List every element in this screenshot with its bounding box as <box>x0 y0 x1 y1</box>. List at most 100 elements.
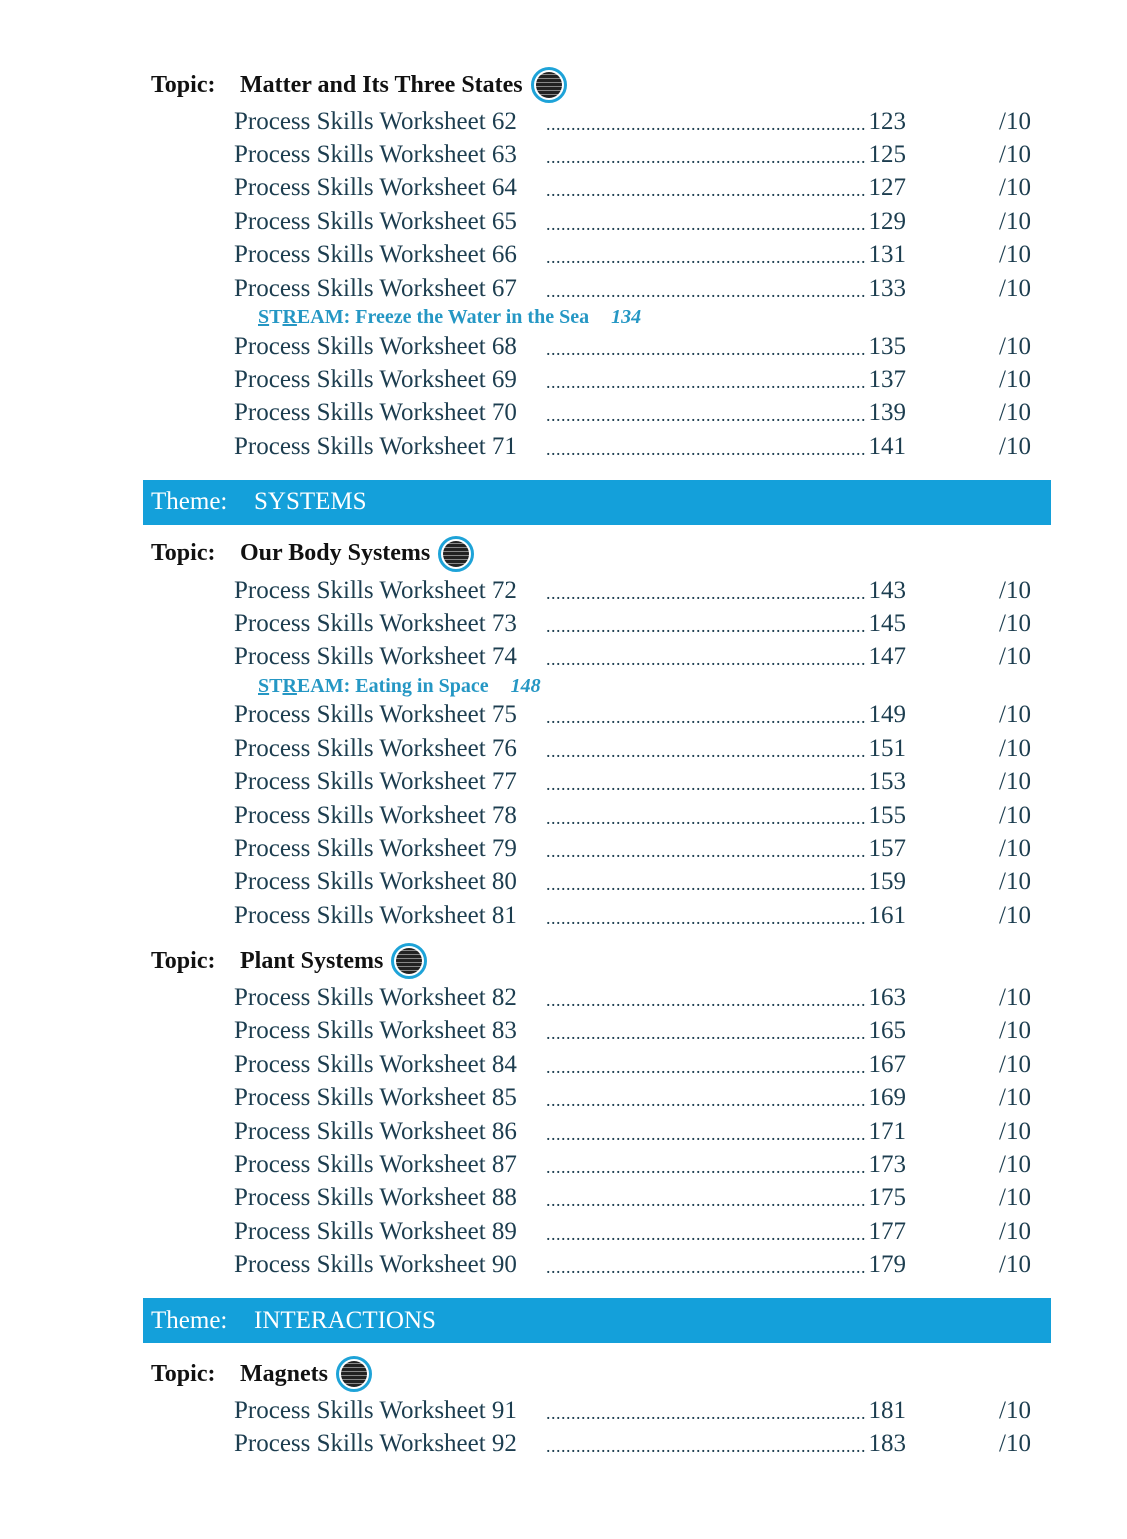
theme-label: Theme: <box>151 488 228 516</box>
page-number: 177 <box>868 1217 907 1245</box>
worksheet-entry[interactable]: Process Skills Worksheet 67.............… <box>234 272 1127 305</box>
score-field[interactable]: /10 <box>999 901 1031 929</box>
topic-heading: Topic: Plant Systems <box>151 941 1127 981</box>
dot-leader: ........................................… <box>546 338 866 359</box>
worksheet-entry[interactable]: Process Skills Worksheet 84.............… <box>234 1048 1127 1081</box>
worksheet-entry[interactable]: Process Skills Worksheet 92.............… <box>234 1428 1127 1461</box>
score-field[interactable]: /10 <box>999 174 1031 202</box>
page-number: 165 <box>868 1017 907 1045</box>
worksheet-entry[interactable]: Process Skills Worksheet 69.............… <box>234 363 1127 396</box>
page-number: 133 <box>868 274 907 302</box>
worksheet-entry[interactable]: Process Skills Worksheet 91.............… <box>234 1394 1127 1427</box>
score-field[interactable]: /10 <box>999 1117 1031 1145</box>
page-number: 173 <box>868 1151 907 1179</box>
worksheet-entry[interactable]: Process Skills Worksheet 89.............… <box>234 1215 1127 1248</box>
score-field[interactable]: /10 <box>999 1396 1031 1424</box>
score-field[interactable]: /10 <box>999 734 1031 762</box>
worksheet-badge-icon <box>335 1356 372 1393</box>
dot-leader: ........................................… <box>546 1157 866 1178</box>
score-field[interactable]: /10 <box>999 241 1031 269</box>
score-field[interactable]: /10 <box>999 1251 1031 1279</box>
worksheet-entry[interactable]: Process Skills Worksheet 76.............… <box>234 732 1127 765</box>
worksheet-entry[interactable]: Process Skills Worksheet 86.............… <box>234 1115 1127 1148</box>
worksheet-entry[interactable]: Process Skills Worksheet 74.............… <box>234 641 1127 674</box>
score-field[interactable]: /10 <box>999 1084 1031 1112</box>
score-field[interactable]: /10 <box>999 332 1031 360</box>
worksheet-name: Process Skills Worksheet 70 <box>234 399 517 427</box>
worksheet-name: Process Skills Worksheet 76 <box>234 734 517 762</box>
worksheet-name: Process Skills Worksheet 71 <box>234 432 517 460</box>
score-field[interactable]: /10 <box>999 701 1031 729</box>
topic-label: Topic: <box>151 1360 216 1387</box>
page-number: 147 <box>868 643 907 671</box>
page-number: 163 <box>868 984 907 1012</box>
worksheet-entry[interactable]: Process Skills Worksheet 80.............… <box>234 866 1127 899</box>
score-field[interactable]: /10 <box>999 274 1031 302</box>
page-number: 175 <box>868 1184 907 1212</box>
score-field[interactable]: /10 <box>999 834 1031 862</box>
worksheet-entry[interactable]: Process Skills Worksheet 70.............… <box>234 397 1127 430</box>
worksheet-entry[interactable]: Process Skills Worksheet 66.............… <box>234 239 1127 272</box>
score-field[interactable]: /10 <box>999 801 1031 829</box>
worksheet-entry[interactable]: Process Skills Worksheet 88.............… <box>234 1182 1127 1215</box>
stream-t: T <box>269 674 283 697</box>
score-field[interactable]: /10 <box>999 432 1031 460</box>
dot-leader: ........................................… <box>546 1402 866 1423</box>
worksheet-entry[interactable]: Process Skills Worksheet 63.............… <box>234 138 1127 171</box>
worksheet-entry[interactable]: Process Skills Worksheet 81.............… <box>234 899 1127 932</box>
worksheet-entry[interactable]: Process Skills Worksheet 77.............… <box>234 765 1127 798</box>
worksheet-entry[interactable]: Process Skills Worksheet 64.............… <box>234 172 1127 205</box>
stream-activity[interactable]: S T R EAM: Eating in Space 148 <box>258 674 1127 699</box>
worksheet-entry[interactable]: Process Skills Worksheet 85.............… <box>234 1082 1127 1115</box>
score-field[interactable]: /10 <box>999 609 1031 637</box>
worksheet-name: Process Skills Worksheet 90 <box>234 1251 517 1279</box>
score-field[interactable]: /10 <box>999 1184 1031 1212</box>
stream-activity[interactable]: S T R EAM: Freeze the Water in the Sea 134 <box>258 305 1127 330</box>
worksheet-name: Process Skills Worksheet 84 <box>234 1050 517 1078</box>
worksheet-name: Process Skills Worksheet 92 <box>234 1430 517 1458</box>
score-field[interactable]: /10 <box>999 1017 1031 1045</box>
worksheet-entry[interactable]: Process Skills Worksheet 82.............… <box>234 981 1127 1014</box>
worksheet-name: Process Skills Worksheet 86 <box>234 1117 517 1145</box>
score-field[interactable]: /10 <box>999 207 1031 235</box>
page-number: 167 <box>868 1050 907 1078</box>
dot-leader: ........................................… <box>546 1223 866 1244</box>
worksheet-entry[interactable]: Process Skills Worksheet 79.............… <box>234 832 1127 865</box>
dot-leader: ........................................… <box>546 113 866 134</box>
score-field[interactable]: /10 <box>999 1050 1031 1078</box>
stream-page: 134 <box>611 306 642 329</box>
worksheet-entry[interactable]: Process Skills Worksheet 62.............… <box>234 105 1127 138</box>
topic-label: Topic: <box>151 71 216 98</box>
worksheet-entry[interactable]: Process Skills Worksheet 83.............… <box>234 1015 1127 1048</box>
score-field[interactable]: /10 <box>999 576 1031 604</box>
worksheet-entry[interactable]: Process Skills Worksheet 87.............… <box>234 1148 1127 1181</box>
worksheet-name: Process Skills Worksheet 66 <box>234 241 517 269</box>
score-field[interactable]: /10 <box>999 768 1031 796</box>
worksheet-entry[interactable]: Process Skills Worksheet 78.............… <box>234 799 1127 832</box>
worksheet-entry[interactable]: Process Skills Worksheet 68.............… <box>234 330 1127 363</box>
score-field[interactable]: /10 <box>999 399 1031 427</box>
worksheet-entry[interactable]: Process Skills Worksheet 71.............… <box>234 430 1127 463</box>
score-field[interactable]: /10 <box>999 366 1031 394</box>
worksheet-entry[interactable]: Process Skills Worksheet 72.............… <box>234 574 1127 607</box>
score-field[interactable]: /10 <box>999 1217 1031 1245</box>
score-field[interactable]: /10 <box>999 1430 1031 1458</box>
worksheet-entry[interactable]: Process Skills Worksheet 75.............… <box>234 699 1127 732</box>
score-field[interactable]: /10 <box>999 868 1031 896</box>
score-field[interactable]: /10 <box>999 643 1031 671</box>
page-number: 179 <box>868 1251 907 1279</box>
score-field[interactable]: /10 <box>999 984 1031 1012</box>
worksheet-entry[interactable]: Process Skills Worksheet 73.............… <box>234 607 1127 640</box>
score-field[interactable]: /10 <box>999 141 1031 169</box>
score-field[interactable]: /10 <box>999 1151 1031 1179</box>
worksheet-name: Process Skills Worksheet 85 <box>234 1084 517 1112</box>
score-field[interactable]: /10 <box>999 107 1031 135</box>
topic-title: Matter and Its Three States <box>240 71 523 98</box>
worksheet-entry[interactable]: Process Skills Worksheet 90.............… <box>234 1249 1127 1282</box>
worksheet-entry[interactable]: Process Skills Worksheet 65.............… <box>234 205 1127 238</box>
worksheet-badge-icon <box>391 943 428 980</box>
stream-page: 148 <box>510 674 541 697</box>
worksheet-name: Process Skills Worksheet 87 <box>234 1151 517 1179</box>
worksheet-badge-icon <box>438 535 475 572</box>
worksheet-name: Process Skills Worksheet 81 <box>234 901 517 929</box>
